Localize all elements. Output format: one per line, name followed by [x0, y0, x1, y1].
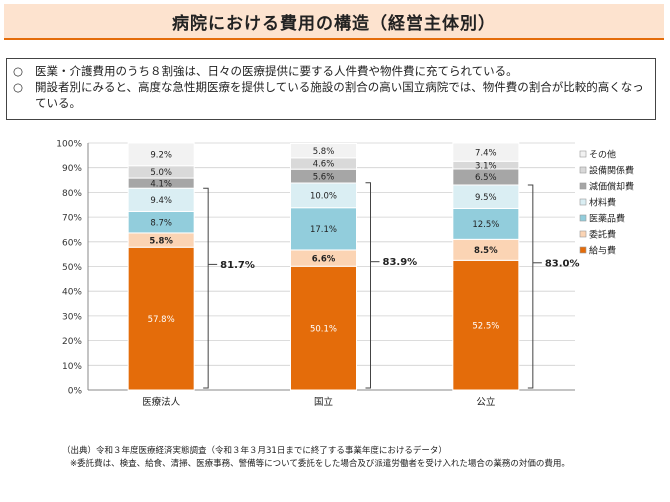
stacked-bar-chart: 0% 10% 20% 30% 40% 50% 60% 70% 80% 90% 100% 57.8% 5.… — [56, 140, 634, 409]
legend-swatch — [579, 166, 587, 174]
data-label: 9.2% — [150, 151, 172, 161]
y-tick-label: 20% — [62, 337, 82, 347]
footnote: ※委託費は、検査、給食、清掃、医療事務、警備等について委託をした場合及び派遣労働… — [70, 459, 570, 469]
legend-swatch — [579, 214, 587, 222]
bar-segment — [290, 142, 357, 159]
y-tick-label: 10% — [62, 362, 82, 372]
bar-segment — [452, 207, 520, 240]
x-tick-label: 国立 — [314, 396, 333, 408]
bracket — [527, 184, 534, 389]
legend-label: 減価償却費 — [589, 181, 634, 193]
data-label: 5.8% — [149, 236, 173, 246]
bracket — [203, 187, 209, 389]
data-label: 5.8% — [313, 147, 335, 157]
title-bar: 病院における費用の構造（経営主体別） — [4, 4, 664, 40]
legend-swatch — [579, 198, 587, 206]
y-tick-label: 30% — [62, 312, 82, 322]
summary-text-2: 開設者別にみると、高度な急性期医療を提供している施設の割合の高い国立病院では、物… — [35, 80, 644, 110]
legend-label: 医薬品費 — [589, 213, 625, 225]
y-tick-label: 60% — [62, 238, 82, 248]
data-label: 8.7% — [150, 218, 172, 228]
legend-label: その他 — [589, 149, 616, 161]
data-label: 4.6% — [313, 160, 335, 170]
summary-line-2: ○ 開設者別にみると、高度な急性期医療を提供している施設の割合の高い国立病院では… — [13, 79, 649, 111]
y-tick-label: 0% — [68, 387, 83, 397]
legend-swatch — [579, 182, 587, 190]
bracket-label: 83.9% — [383, 257, 418, 268]
bracket-label: 83.0% — [545, 258, 580, 269]
bar-segment — [290, 207, 357, 251]
data-label: 57.8% — [148, 315, 175, 325]
bullet-circle-icon: ○ — [13, 64, 24, 78]
summary-text-1: 医業・介護費用のうち８割強は、日々の医療提供に要する人件費や物件費に充てられてい… — [35, 64, 518, 78]
data-label: 6.5% — [475, 173, 497, 183]
legend-label: 給与費 — [589, 245, 616, 257]
y-tick-label: 80% — [62, 189, 82, 199]
summary-box: ○ 医業・介護費用のうち８割強は、日々の医療提供に要する人件費や物件費に充てられ… — [6, 58, 656, 120]
y-tick-label: 70% — [62, 214, 82, 224]
data-label: 9.4% — [150, 196, 172, 206]
data-label: 7.4% — [475, 148, 497, 158]
legend-swatch — [579, 246, 587, 254]
x-tick-label: 公立 — [476, 396, 495, 408]
data-label: 52.5% — [472, 321, 499, 331]
legend-label: 委託費 — [589, 229, 616, 241]
bracket-label: 81.7% — [220, 260, 255, 271]
bar-segment — [452, 259, 520, 391]
data-label: 8.5% — [474, 246, 498, 256]
data-label: 17.1% — [310, 225, 337, 235]
bullet-circle-icon: ○ — [13, 80, 24, 94]
bar-segment — [452, 142, 520, 162]
data-label: 5.0% — [150, 168, 172, 178]
data-label: 10.0% — [310, 192, 337, 202]
data-label: 12.5% — [472, 220, 499, 230]
y-tick-label: 40% — [62, 288, 82, 298]
page-title: 病院における費用の構造（経営主体別） — [172, 13, 496, 34]
y-tick-label: 50% — [62, 263, 82, 273]
bracket — [365, 182, 371, 389]
y-tick-label: 100% — [56, 140, 82, 150]
legend-swatch — [579, 150, 587, 158]
data-label: 50.1% — [310, 324, 337, 334]
data-label: 6.6% — [312, 254, 336, 264]
bar-segment — [127, 246, 195, 391]
data-label: 4.1% — [150, 179, 172, 189]
legend-swatch — [579, 230, 587, 238]
data-label: 3.1% — [475, 161, 497, 171]
bar-segment — [127, 142, 195, 167]
legend-label: 設備関係費 — [589, 165, 634, 177]
summary-line-1: ○ 医業・介護費用のうち８割強は、日々の医療提供に要する人件費や物件費に充てられ… — [13, 63, 649, 79]
source-note: （出典）令和３年度医療経済実態調査（令和３年３月31日までに終了する事業年度にお… — [62, 446, 447, 456]
data-label: 9.5% — [475, 193, 497, 203]
legend-label: 材料費 — [589, 197, 616, 209]
x-tick-label: 医療法人 — [142, 396, 181, 408]
y-tick-label: 90% — [62, 164, 82, 174]
data-label: 5.6% — [313, 172, 335, 182]
